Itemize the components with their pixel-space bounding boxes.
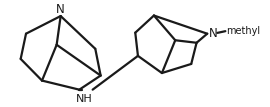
Text: N: N bbox=[56, 3, 65, 16]
Text: N: N bbox=[208, 27, 217, 40]
Text: NH: NH bbox=[76, 94, 93, 104]
Text: methyl: methyl bbox=[227, 26, 261, 36]
